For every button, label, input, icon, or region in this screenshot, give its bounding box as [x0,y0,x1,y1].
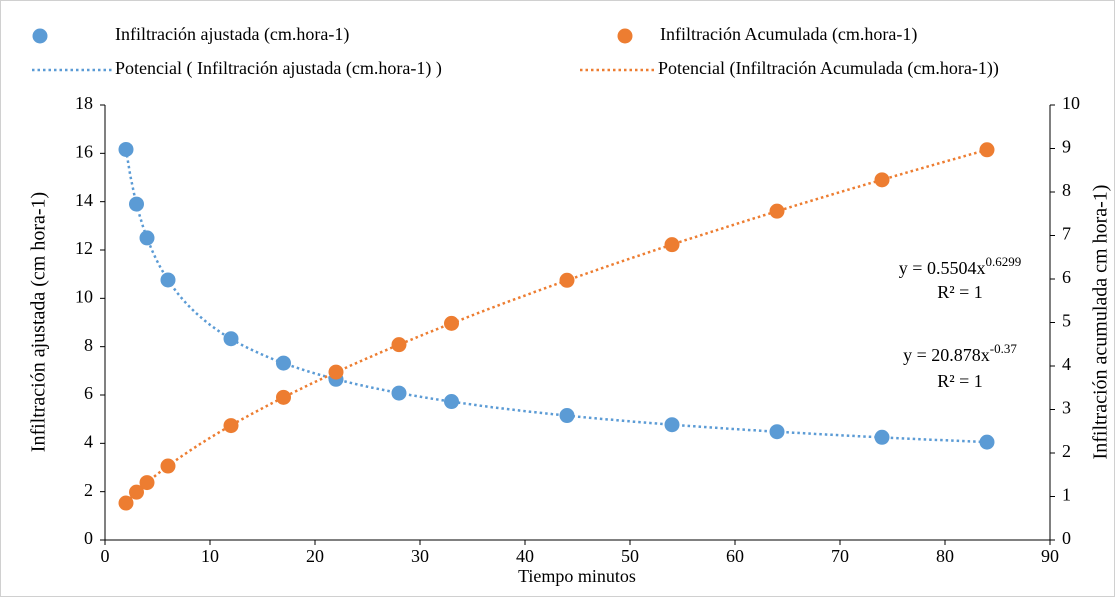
x-tick-label: 10 [201,546,219,566]
y2-tick-label: 5 [1062,311,1071,331]
y2-tick-label: 4 [1062,354,1071,374]
data-point [223,418,239,434]
y-tick-label: 18 [75,93,93,113]
data-point [118,495,134,511]
data-point [391,385,407,401]
y2-tick-label: 3 [1062,398,1071,418]
legend-marker [617,28,633,44]
y-tick-label: 12 [75,238,93,258]
y2-tick-label: 6 [1062,267,1071,287]
data-point [444,394,459,410]
y2-tick-label: 7 [1062,224,1071,244]
data-point [769,424,785,440]
y2-tick-label: 1 [1062,485,1071,505]
y-tick-label: 16 [75,141,93,161]
legend-label: Infiltración Acumulada (cm.hora-1) [660,24,917,45]
data-point [559,272,575,288]
data-point [874,172,890,188]
data-point [129,484,144,500]
data-point [769,203,785,219]
x-tick-label: 30 [411,546,429,566]
x-tick-label: 80 [936,546,954,566]
legend-label: Potencial (Infiltración Acumulada (cm.ho… [658,58,999,79]
data-point [160,272,176,288]
data-point [139,475,155,491]
x-tick-label: 40 [516,546,534,566]
data-point [979,434,995,450]
data-point [276,389,291,405]
data-point [391,337,407,353]
x-tick-label: 0 [101,546,110,566]
trendline-equation: y = 0.5504x0.6299 [899,254,1021,278]
x-axis-title: Tiempo minutos [518,566,636,586]
y-tick-label: 10 [75,286,93,306]
data-point [979,142,995,158]
equation-base: y = 0.5504x [899,258,986,278]
data-point [664,237,680,253]
data-point [139,230,155,246]
y2-tick-label: 9 [1062,137,1071,157]
trendline-r2: R² = 1 [937,371,983,391]
x-tick-label: 50 [621,546,639,566]
y-tick-label: 14 [75,190,93,210]
data-point [276,355,291,371]
y-tick-label: 2 [84,480,93,500]
legend-label: Potencial ( Infiltración ajustada (cm.ho… [115,58,442,79]
data-point [559,408,575,424]
y2-tick-label: 2 [1062,441,1071,461]
equation-exponent: 0.6299 [985,254,1021,269]
x-tick-label: 90 [1041,546,1059,566]
data-point [328,364,344,380]
x-tick-label: 70 [831,546,849,566]
trendline-r2: R² = 1 [937,282,983,302]
y2-tick-label: 8 [1062,180,1071,200]
y-tick-label: 8 [84,335,93,355]
y-axis-title: Infiltración ajustada (cm hora-1) [28,192,50,452]
y2-tick-label: 10 [1062,93,1080,113]
legend-label: Infiltración ajustada (cm.hora-1) [115,24,349,45]
equation-base: y = 20.878x [903,345,990,365]
x-tick-label: 20 [306,546,324,566]
equation-exponent: -0.37 [990,341,1018,356]
y2-tick-label: 0 [1062,528,1071,548]
data-point [223,331,239,347]
data-point [118,141,134,157]
trendline-equation: y = 20.878x-0.37 [903,341,1017,365]
trendline [125,148,988,504]
x-tick-label: 60 [726,546,744,566]
legend-marker [32,28,48,44]
trendline [124,149,988,444]
data-point [160,458,176,474]
y-tick-label: 6 [84,383,93,403]
y2-axis-title: Infiltración acumulada cm hora-1) [1090,185,1112,460]
data-point [874,429,890,445]
data-point [444,315,459,331]
y-tick-label: 4 [84,431,93,451]
data-point [129,196,144,212]
y-tick-label: 0 [84,528,93,548]
data-point [664,417,680,433]
